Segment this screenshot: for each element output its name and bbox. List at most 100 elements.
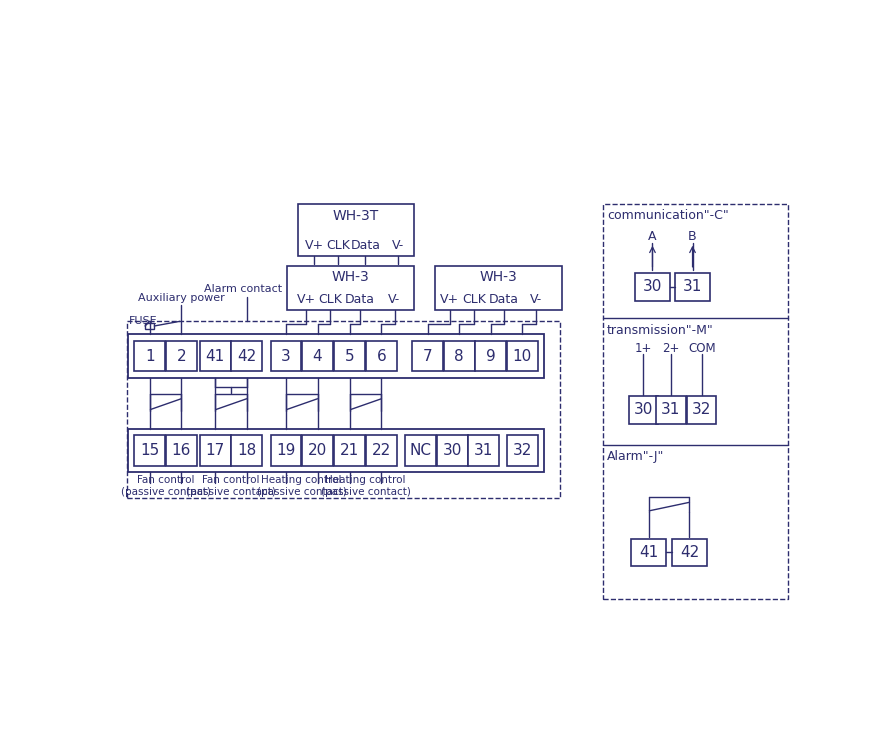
Bar [302,340,333,371]
Text: 41: 41 [639,545,659,560]
Bar [335,340,365,371]
Text: 5: 5 [345,349,355,364]
Text: COM: COM [688,342,716,355]
Bar [271,340,302,371]
Text: 22: 22 [372,444,391,459]
Text: Auxiliary power: Auxiliary power [138,293,224,303]
Bar [468,435,499,466]
Bar [672,538,708,566]
Bar [412,340,443,371]
Text: 3: 3 [281,349,291,364]
Bar [145,323,154,329]
Text: CLK: CLK [327,239,351,252]
Text: Fan control
(passive contact): Fan control (passive contact) [186,475,276,497]
Text: 30: 30 [442,444,462,459]
Text: Fan control
(passive contact): Fan control (passive contact) [120,475,210,497]
Text: 30: 30 [634,402,653,417]
Text: 15: 15 [140,444,159,459]
Text: A: A [648,230,657,243]
Bar [271,435,302,466]
Text: Heating control
(passive contact): Heating control (passive contact) [257,475,347,497]
Text: 9: 9 [486,349,496,364]
Text: 32: 32 [513,444,532,459]
Bar [302,435,333,466]
Text: 17: 17 [206,444,225,459]
Text: Alarm"-J": Alarm"-J" [607,450,665,463]
Text: 31: 31 [661,402,681,417]
Text: 20: 20 [308,444,328,459]
Bar [287,266,414,309]
Text: 1+: 1+ [635,342,651,355]
Bar [405,435,436,466]
Bar [656,396,685,424]
Text: 2+: 2+ [662,342,680,355]
Bar [628,396,658,424]
Text: WH-3T: WH-3T [333,209,379,223]
Bar [231,435,262,466]
Bar [635,273,670,300]
Bar [166,435,197,466]
Text: WH-3: WH-3 [480,270,518,285]
Bar [603,204,788,599]
Text: B: B [688,230,697,243]
Text: V+: V+ [305,239,324,252]
Bar [435,266,562,309]
Text: 42: 42 [680,545,699,560]
Bar [631,538,667,566]
Text: 1: 1 [145,349,155,364]
Bar [475,340,506,371]
Bar [199,435,231,466]
Bar [298,204,414,256]
Bar [335,435,365,466]
Text: Data: Data [351,239,380,252]
Text: 2: 2 [176,349,186,364]
Text: communication"-C": communication"-C" [607,209,729,222]
Text: CLK: CLK [462,292,486,306]
Text: Alarm contact: Alarm contact [204,284,282,294]
Text: 31: 31 [683,279,702,294]
Bar [128,429,544,472]
Text: 18: 18 [237,444,256,459]
Text: 16: 16 [172,444,191,459]
Bar [166,340,197,371]
Bar [675,273,710,300]
Bar [437,435,467,466]
Bar [128,334,544,377]
Text: NC: NC [409,444,432,459]
Text: WH-3: WH-3 [331,270,369,285]
Text: FUSE: FUSE [129,316,158,326]
Bar [444,340,474,371]
Text: 4: 4 [312,349,322,364]
Text: V+: V+ [296,292,316,306]
Text: 42: 42 [237,349,256,364]
Text: Heating control
(passive contact): Heating control (passive contact) [320,475,410,497]
Text: V-: V- [530,292,542,306]
Bar [366,435,397,466]
Text: 31: 31 [474,444,494,459]
Text: Data: Data [345,292,375,306]
Text: 32: 32 [692,402,711,417]
Text: transmission"-M": transmission"-M" [607,324,714,337]
Text: V-: V- [388,292,401,306]
Bar [134,340,165,371]
Text: Data: Data [489,292,519,306]
Text: 8: 8 [455,349,464,364]
Bar [199,340,231,371]
Bar [507,435,538,466]
Text: 7: 7 [423,349,433,364]
Text: 30: 30 [643,279,662,294]
Text: 21: 21 [340,444,360,459]
Text: 10: 10 [513,349,532,364]
Bar [687,396,716,424]
Text: CLK: CLK [318,292,342,306]
Bar [231,340,262,371]
Text: 6: 6 [376,349,386,364]
Text: 19: 19 [276,444,295,459]
Bar [127,322,560,498]
Text: V-: V- [392,239,404,252]
Bar [366,340,397,371]
Text: 41: 41 [206,349,225,364]
Bar [507,340,538,371]
Bar [134,435,165,466]
Text: V+: V+ [441,292,459,306]
